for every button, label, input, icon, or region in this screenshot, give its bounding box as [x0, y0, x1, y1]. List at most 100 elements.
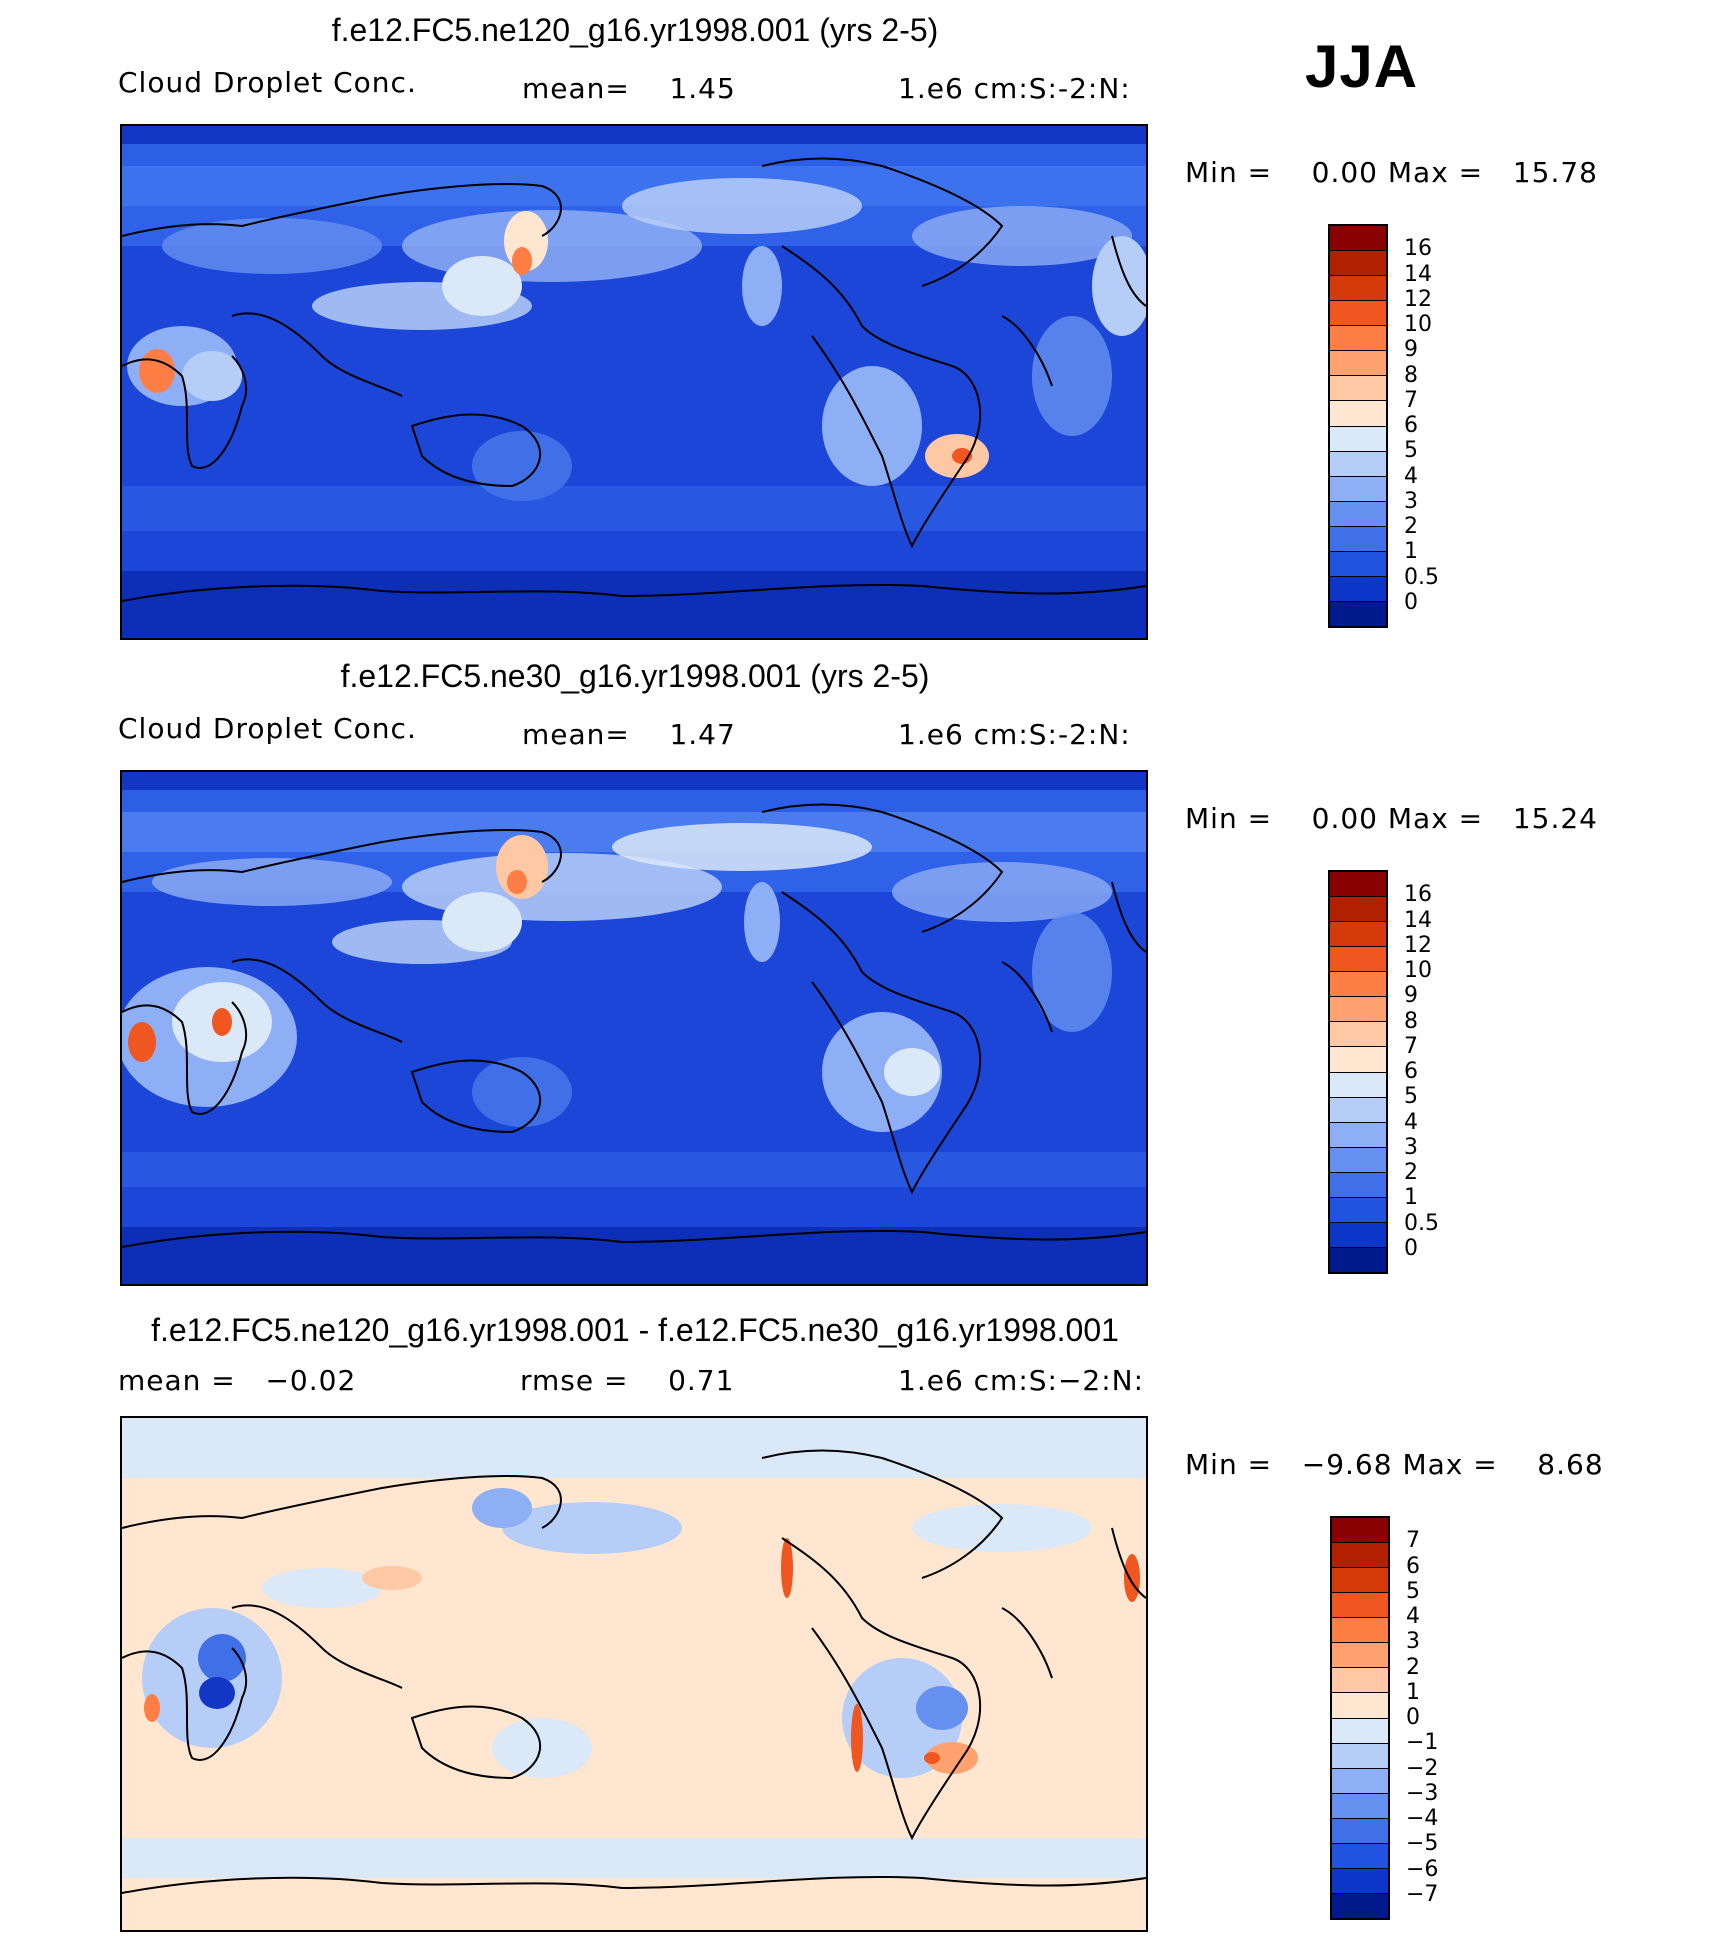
colorbar-swatch: [1332, 1742, 1388, 1768]
colorbar-label: 4: [1406, 1604, 1420, 1629]
colorbar-swatch: [1330, 1171, 1386, 1197]
panel-2-map: [120, 770, 1148, 1286]
colorbar-label: 0.5: [1404, 1210, 1439, 1236]
colorbar-label: −4: [1406, 1806, 1439, 1831]
colorbar-swatch: [1332, 1692, 1388, 1718]
colorbar-label: 2: [1406, 1654, 1420, 1680]
panel-2-field-label: Cloud Droplet Conc.: [118, 712, 417, 745]
colorbar-label: 12: [1404, 932, 1432, 958]
colorbar-swatch: [1332, 1542, 1388, 1568]
colorbar-label: 7: [1404, 1033, 1418, 1059]
colorbar-label: 8: [1404, 362, 1418, 388]
colorbar-label: 3: [1404, 1134, 1418, 1160]
colorbar-swatch: [1332, 1717, 1388, 1743]
colorbar-label: 3: [1404, 488, 1418, 514]
panel-2-map-field: [122, 772, 1146, 1284]
colorbar-swatch: [1330, 325, 1386, 351]
colorbar-label: 14: [1404, 907, 1432, 933]
panel-3-rmse: rmse = 0.71: [520, 1364, 735, 1397]
colorbar-swatch: [1330, 400, 1386, 426]
panel-1-colorbar: [1328, 224, 1388, 628]
colorbar-swatch: [1330, 450, 1386, 476]
colorbar-label: 8: [1404, 1008, 1418, 1034]
colorbar-swatch: [1330, 872, 1386, 897]
colorbar-swatch: [1330, 1071, 1386, 1097]
colorbar-swatch: [1330, 921, 1386, 947]
panel-2-colorbar-labels: 16 14 12 10 9 8 7 6 5 4 3 2 1 0.5 0: [1404, 870, 1484, 1274]
colorbar-swatch: [1332, 1767, 1388, 1793]
panel-1-map: [120, 124, 1148, 640]
colorbar-swatch: [1330, 226, 1386, 251]
colorbar-label: 3: [1406, 1629, 1420, 1655]
colorbar-swatch: [1330, 350, 1386, 376]
colorbar-swatch: [1330, 971, 1386, 997]
colorbar-label: 1: [1404, 1185, 1418, 1211]
colorbar-label: 16: [1404, 882, 1432, 908]
colorbar-swatch: [1332, 1892, 1388, 1918]
panel-3-units: 1.e6 cm:S:−2:N:: [898, 1364, 1145, 1397]
colorbar-label: −7: [1406, 1881, 1439, 1907]
colorbar-label: 2: [1404, 514, 1418, 539]
colorbar-swatch: [1330, 525, 1386, 551]
panel-2-colorbar: [1328, 870, 1388, 1274]
panel-2-min-max: Min = 0.00 Max = 15.24: [1185, 802, 1598, 835]
colorbar-label: 1: [1404, 539, 1418, 565]
panel-1-map-field: [122, 126, 1146, 638]
colorbar-label: −1: [1406, 1730, 1439, 1756]
colorbar-label: 6: [1404, 413, 1418, 438]
colorbar-swatch: [1332, 1518, 1388, 1543]
colorbar-swatch: [1330, 896, 1386, 922]
panel-2-units: 1.e6 cm:S:-2:N:: [898, 718, 1131, 751]
colorbar-label: 9: [1404, 983, 1418, 1009]
colorbar-swatch: [1330, 996, 1386, 1022]
colorbar-label: 4: [1404, 463, 1418, 489]
colorbar-label: 14: [1404, 261, 1432, 287]
colorbar-swatch: [1332, 1592, 1388, 1618]
colorbar-swatch: [1330, 1021, 1386, 1047]
colorbar-swatch: [1330, 500, 1386, 526]
colorbar-swatch: [1332, 1567, 1388, 1593]
colorbar-swatch: [1330, 1096, 1386, 1122]
colorbar-swatch: [1330, 1121, 1386, 1147]
colorbar-label: 4: [1404, 1109, 1418, 1135]
colorbar-label: 0: [1406, 1705, 1420, 1730]
panel-1-field-label: Cloud Droplet Conc.: [118, 66, 417, 99]
colorbar-swatch: [1330, 275, 1386, 301]
colorbar-swatch: [1330, 600, 1386, 626]
panel-3-map: [120, 1416, 1148, 1932]
colorbar-label: −2: [1406, 1755, 1439, 1781]
panel-3-title: f.e12.FC5.ne120_g16.yr1998.001 - f.e12.F…: [151, 1312, 1119, 1348]
colorbar-swatch: [1330, 475, 1386, 501]
colorbar-swatch: [1330, 1146, 1386, 1172]
colorbar-swatch: [1332, 1667, 1388, 1693]
colorbar-label: 7: [1404, 387, 1418, 413]
colorbar-swatch: [1330, 1046, 1386, 1072]
colorbar-swatch: [1332, 1617, 1388, 1643]
panel-2-title: f.e12.FC5.ne30_g16.yr1998.001 (yrs 2-5): [340, 658, 930, 694]
colorbar-label: 5: [1404, 438, 1418, 464]
colorbar-label: 0.5: [1404, 564, 1439, 590]
colorbar-label: 7: [1406, 1528, 1420, 1554]
colorbar-swatch: [1330, 300, 1386, 326]
colorbar-swatch: [1330, 1196, 1386, 1222]
colorbar-swatch: [1330, 425, 1386, 451]
colorbar-swatch: [1330, 575, 1386, 601]
colorbar-label: 12: [1404, 286, 1432, 312]
colorbar-swatch: [1332, 1792, 1388, 1818]
colorbar-swatch: [1330, 250, 1386, 276]
colorbar-label: 10: [1404, 312, 1432, 337]
panel-3-min-max: Min = −9.68 Max = 8.68: [1185, 1448, 1604, 1481]
colorbar-label: −6: [1406, 1856, 1439, 1882]
colorbar-label: 2: [1404, 1160, 1418, 1185]
colorbar-label: −5: [1406, 1831, 1439, 1857]
colorbar-swatch: [1332, 1867, 1388, 1893]
colorbar-swatch: [1332, 1642, 1388, 1668]
panel-1-min-max: Min = 0.00 Max = 15.78: [1185, 156, 1598, 189]
panel-3-colorbar-labels: 7 6 5 4 3 2 1 0 −1 −2 −3 −4 −5 −6 −7: [1406, 1516, 1486, 1920]
colorbar-label: 1: [1406, 1679, 1420, 1705]
colorbar-swatch: [1332, 1842, 1388, 1868]
colorbar-label: 5: [1404, 1084, 1418, 1110]
colorbar-swatch: [1332, 1817, 1388, 1843]
panel-1-units: 1.e6 cm:S:-2:N:: [898, 72, 1131, 105]
panel-1-colorbar-labels: 16 14 12 10 9 8 7 6 5 4 3 2 1 0.5 0: [1404, 224, 1484, 628]
